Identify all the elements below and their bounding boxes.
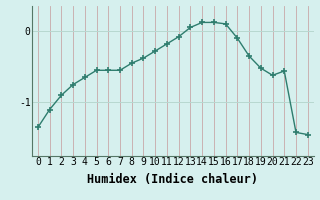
- X-axis label: Humidex (Indice chaleur): Humidex (Indice chaleur): [87, 173, 258, 186]
